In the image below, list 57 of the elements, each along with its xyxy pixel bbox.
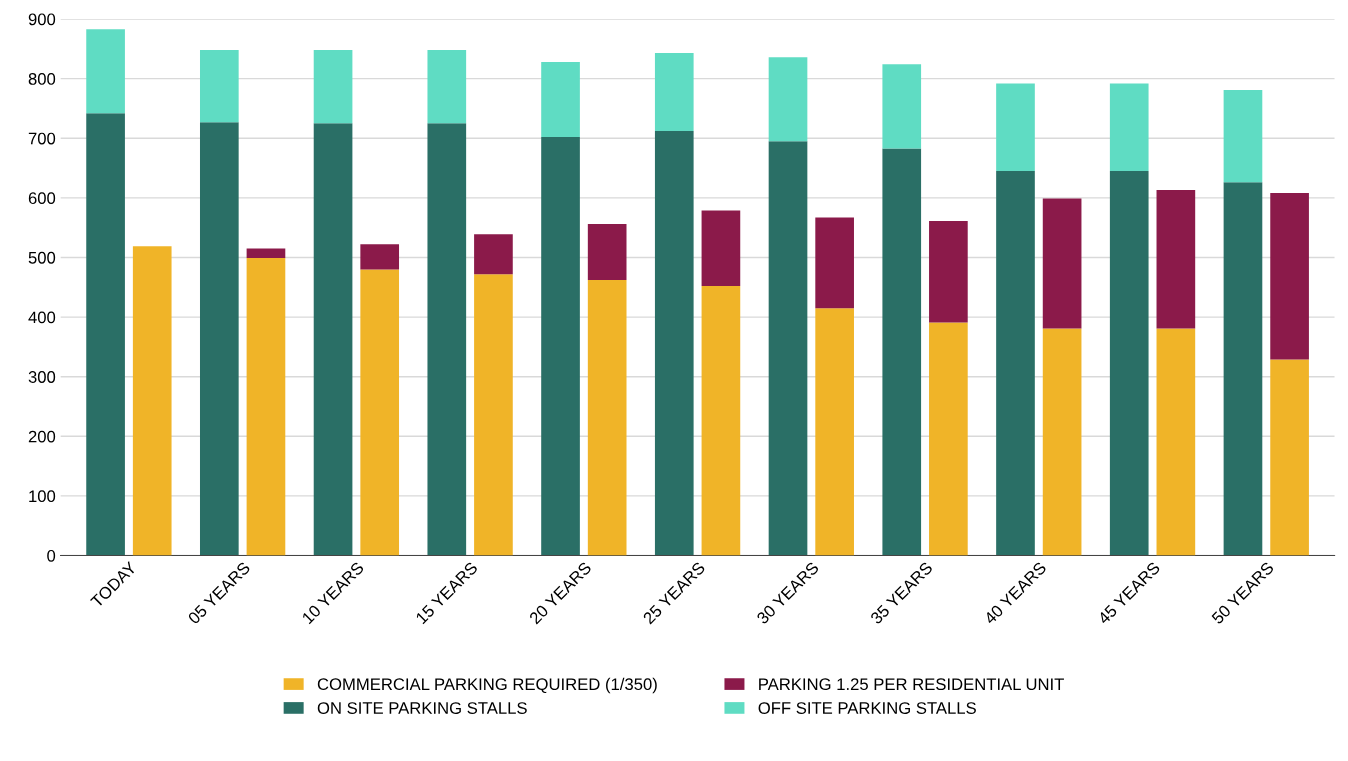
legend-label: COMMERCIAL PARKING REQUIRED (1/350) (317, 677, 657, 694)
bar (86, 29, 125, 114)
bar (587, 280, 627, 556)
bar (199, 50, 239, 123)
bar (541, 61, 580, 138)
bar (815, 217, 854, 309)
legend-label: OFF SITE PARKING STALLS (758, 702, 976, 714)
bar (929, 322, 968, 556)
y-tick-label: 100 (29, 490, 56, 503)
bar (313, 50, 353, 124)
bar (882, 64, 922, 149)
bar (1156, 328, 1196, 556)
y-tick-label: 800 (28, 73, 56, 85)
bar (1223, 89, 1263, 183)
y-tick-label: 0 (47, 549, 56, 562)
y-tick-label: 600 (28, 192, 56, 205)
bar (768, 57, 808, 142)
bar (996, 171, 1035, 556)
bar (929, 221, 968, 323)
bar (360, 269, 400, 556)
bar (132, 246, 172, 556)
legend-label: PARKING 1.25 PER RESIDENTIAL UNIT (759, 678, 1064, 691)
bar (427, 123, 467, 556)
bar (701, 286, 741, 556)
bar (654, 131, 694, 556)
bar (360, 244, 400, 270)
y-tick-label: 400 (28, 311, 56, 324)
bar (996, 83, 1035, 172)
bar (541, 137, 580, 556)
bar (815, 308, 854, 556)
bar (654, 53, 694, 132)
y-tick-label: 900 (28, 13, 56, 26)
bar (246, 258, 286, 556)
bar (1270, 193, 1309, 360)
bar (587, 224, 627, 281)
bar (313, 123, 353, 556)
bar (882, 148, 922, 556)
legend-label: ON SITE PARKING STALLS (317, 702, 527, 714)
bar (701, 210, 741, 287)
bar (1042, 328, 1082, 556)
bar (1042, 198, 1082, 329)
bar (1270, 359, 1309, 556)
bar (474, 234, 513, 275)
bar (86, 113, 125, 556)
y-tick-label: 200 (28, 430, 56, 443)
bar (474, 274, 513, 556)
bar (768, 141, 808, 556)
bar (246, 248, 286, 259)
y-tick-label: 500 (28, 251, 56, 264)
bar (199, 122, 239, 556)
y-tick-label: 700 (28, 132, 56, 145)
bar (1109, 171, 1149, 556)
bar (427, 50, 467, 124)
bar (1156, 190, 1196, 329)
y-tick-label: 300 (28, 371, 56, 383)
bar (1223, 182, 1263, 556)
bar (1109, 83, 1149, 172)
